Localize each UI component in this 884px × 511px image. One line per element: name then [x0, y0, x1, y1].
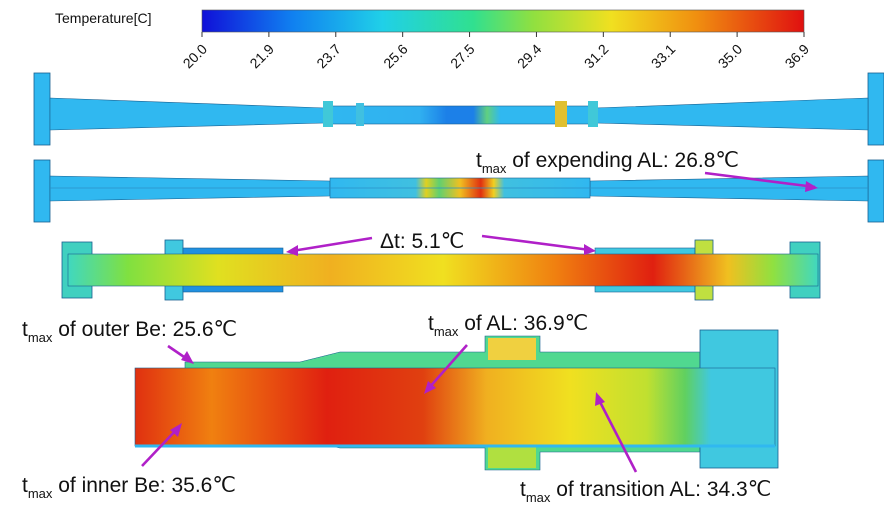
- colorbar-tick-label: 35.0: [715, 41, 746, 72]
- colorbar-tick-label: 25.6: [380, 41, 411, 72]
- colorbar-tick-label: 31.2: [581, 41, 612, 72]
- left-taper: [49, 175, 331, 202]
- outer-shell-top: [184, 335, 701, 373]
- transition-collar-top: [488, 338, 536, 360]
- left-flange: [33, 72, 51, 146]
- arrow-expending-al: [704, 171, 816, 189]
- annotation-inner-be: tmax of inner Be: 35.6℃: [22, 474, 236, 501]
- arrow-inner-be: [141, 427, 179, 467]
- arrowhead: [286, 245, 298, 256]
- ring: [555, 101, 567, 127]
- ring: [588, 101, 598, 127]
- arrowhead: [595, 392, 605, 406]
- central-beam-pipe: [324, 105, 596, 125]
- colorbar-tick-label: 36.9: [782, 41, 813, 72]
- arrowhead: [584, 244, 596, 255]
- transition-collar-bottom: [488, 444, 536, 468]
- ring: [356, 103, 364, 126]
- left-flange: [33, 159, 51, 223]
- pipe-zoomed-detail: [134, 329, 779, 471]
- pipe-zoomed-middle: [61, 239, 821, 301]
- arrow-transition-al: [596, 397, 638, 473]
- colorbar-ticks: 20.0 21.9 23.7 25.6 27.5 29.4 31.2 33.1 35.0 36.9: [180, 32, 813, 72]
- colorbar: Temperature[C] 20.0 21.9 23.7 25.6 27.5 29.4 3…: [55, 9, 813, 72]
- arrow-delta-t-right: [481, 234, 591, 252]
- right-flange: [867, 159, 884, 223]
- pipe-full-view-section: [33, 159, 884, 223]
- arrow-delta-t-left: [291, 236, 373, 253]
- central-beam-pipe: [67, 253, 819, 287]
- right-taper: [589, 175, 869, 202]
- annotation-transition-al: tmax of transition AL: 34.3℃: [520, 478, 771, 505]
- pipe-full-view-cooled: [33, 72, 884, 146]
- arrow-al: [427, 344, 468, 390]
- colorbar-tick-label: 27.5: [447, 41, 478, 72]
- arrowhead: [805, 181, 818, 192]
- annotation-al: tmax of AL: 36.9℃: [428, 312, 588, 339]
- arrowhead: [181, 351, 194, 364]
- annotation-delta-t: Δt: 5.1℃: [380, 230, 464, 253]
- annotation-expending-al: tmax of expending AL: 26.8℃: [476, 149, 739, 176]
- colorbar-title: Temperature[C]: [55, 10, 151, 26]
- right-taper: [594, 97, 869, 131]
- colorbar-tick-label: 20.0: [180, 41, 211, 72]
- left-taper: [49, 97, 326, 131]
- colorbar-tick-label: 21.9: [246, 41, 277, 72]
- ring: [323, 101, 333, 127]
- arrowhead: [170, 423, 182, 437]
- arrows: [141, 171, 818, 473]
- colorbar-tick-label: 23.7: [313, 41, 344, 72]
- colorbar-tick-label: 33.1: [648, 41, 679, 72]
- colorbar-gradient: [201, 9, 805, 33]
- annotation-outer-be: tmax of outer Be: 25.6℃: [22, 318, 237, 345]
- colorbar-tick-label: 29.4: [514, 41, 545, 72]
- arrowhead: [424, 381, 436, 394]
- right-flange: [867, 72, 884, 146]
- central-beam-pipe: [134, 367, 776, 447]
